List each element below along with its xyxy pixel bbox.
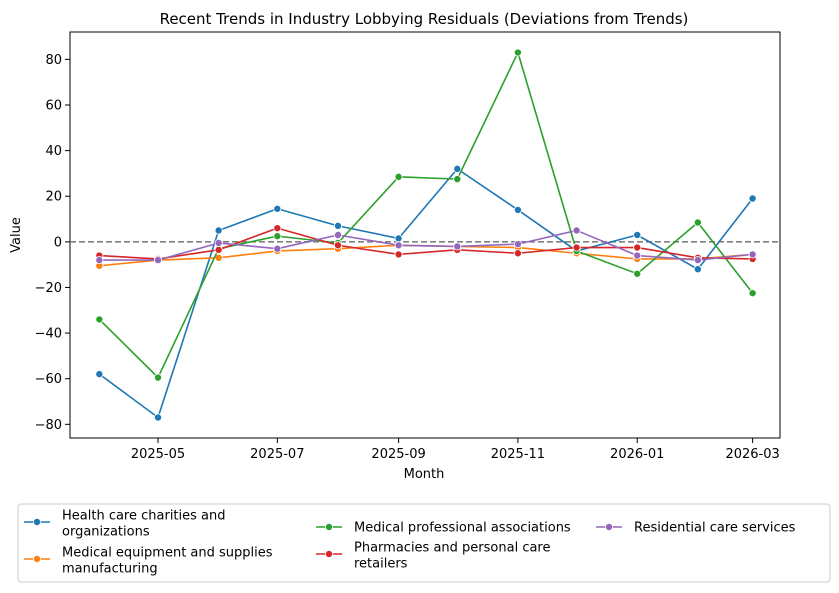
data-point [95,315,104,324]
data-point [214,245,223,254]
data-point [633,243,642,252]
data-point [513,240,522,249]
series-group [95,226,757,265]
x-tick-label: 2026-03 [725,447,779,462]
data-point [572,226,581,235]
plot-frame [69,31,781,439]
data-point [394,241,403,250]
legend-label: Pharmacies and personal care retailers [354,541,551,572]
data-point [394,172,403,181]
data-point [273,204,282,213]
data-point [693,265,702,274]
data-point [273,232,282,241]
x-axis-ticks: 2025-05 2025-07 2025-09 2025-11 2026-01 2026-… [131,438,780,462]
legend-item: Medical equipment and supplies manufactur… [24,546,273,577]
data-point [633,269,642,278]
series-group [95,48,757,382]
y-tick-label: −80 [35,418,62,433]
series-lines [95,48,757,422]
data-point [333,230,342,239]
chart-title: Recent Trends in Industry Lobbying Resid… [160,10,689,28]
data-point [214,238,223,247]
data-point [513,48,522,57]
data-point [572,243,581,252]
y-tick-label: 0 [54,235,62,250]
legend-marker [324,550,333,559]
legend-item: Health care charities and organizations [24,509,226,540]
data-point [394,234,403,243]
legend-label: Medical professional associations [354,521,571,536]
legend-label: Residential care services [634,521,796,536]
data-point [273,244,282,253]
legend-item: Residential care services [596,521,796,536]
x-tick-label: 2026-01 [610,447,664,462]
x-tick-label: 2025-09 [371,447,425,462]
legend-frame [17,503,831,583]
y-tick-label: −60 [35,372,62,387]
legend-label: Medical equipment and supplies manufactur… [62,546,273,577]
data-point [333,241,342,250]
data-point [154,413,163,422]
x-tick-label: 2025-05 [131,447,185,462]
y-tick-label: 40 [45,144,62,159]
data-point [513,205,522,214]
x-tick-label: 2025-11 [491,447,545,462]
data-point [154,256,163,265]
series-group [95,164,757,422]
legend-marker [33,518,42,527]
legend-marker [33,555,42,564]
data-point [748,250,757,259]
data-point [154,373,163,382]
series-line [98,168,754,419]
y-tick-label: 20 [45,190,62,205]
data-point [693,218,702,227]
legend: Health care charities and organizations Me… [17,503,831,583]
y-tick-label: 80 [45,53,62,68]
x-axis-label: Month [404,467,445,482]
series-line [98,51,754,379]
data-point [95,370,104,379]
y-tick-label: 60 [45,98,62,113]
data-point [453,164,462,173]
data-point [453,242,462,251]
legend-marker [324,523,333,532]
y-tick-label: −40 [35,327,62,342]
data-point [95,256,104,265]
legend-marker [605,523,614,532]
data-point [633,230,642,239]
data-point [513,249,522,258]
y-axis-label: Value [9,217,24,253]
data-point [748,289,757,298]
legend-label: Health care charities and organizations [62,509,226,540]
data-point [273,224,282,233]
data-point [214,226,223,235]
data-point [633,251,642,260]
series-line [99,227,753,260]
data-point [333,221,342,230]
series-line [99,229,753,261]
y-axis-ticks: −80 −60 −40 −20 0 20 40 60 80 [35,53,70,433]
legend-item: Pharmacies and personal care retailers [316,541,551,572]
data-point [453,175,462,184]
data-point [394,250,403,259]
data-point [748,194,757,203]
x-tick-label: 2025-07 [250,447,304,462]
legend-item: Medical professional associations [316,521,571,536]
data-point [693,256,702,265]
y-tick-label: −20 [35,281,62,296]
